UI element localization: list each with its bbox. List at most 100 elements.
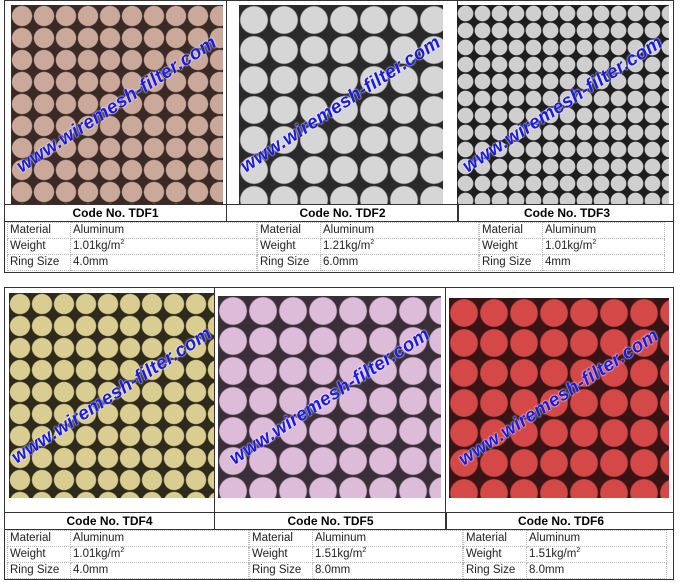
unit-superscript: 2 xyxy=(362,547,367,555)
spec-table: Material Aluminum Weight 1.51kg/m2 Ring Size… xyxy=(463,530,667,579)
spec-value-text: 4.0mm xyxy=(73,256,109,268)
spec-value-text: Aluminum xyxy=(73,532,125,544)
code-row: Code No. TDF4 Code No. TDF5 Code No. TDF6 xyxy=(5,512,673,530)
spec-value: Aluminum xyxy=(312,530,463,547)
spec-value-text: 1.21kg/m xyxy=(323,240,371,252)
product-photo: www.wiremesh-filter.com xyxy=(218,296,441,498)
mesh-pattern xyxy=(457,5,669,205)
spec-value: 1.01kg/m2 xyxy=(70,238,257,255)
spec-value: 8.0mm xyxy=(312,562,463,579)
mesh-pattern xyxy=(218,296,441,498)
spec-value-text: 1.01kg/m xyxy=(73,240,121,252)
column-divider xyxy=(214,288,215,529)
column-divider xyxy=(226,1,227,221)
spec-value-text: Aluminum xyxy=(545,224,597,236)
spec-row: Weight 1.51kg/m2 xyxy=(249,546,463,563)
spec-value-text: 8.0mm xyxy=(529,564,565,576)
product-photo: www.wiremesh-filter.com xyxy=(9,293,214,498)
product-code: Code No. TDF1 xyxy=(5,205,227,221)
spec-table-row: Material Aluminum Weight 1.01kg/m2 Ring Size… xyxy=(7,530,671,579)
spec-value-text: Aluminum xyxy=(529,532,581,544)
spec-label: Weight xyxy=(479,238,543,255)
spec-value: Aluminum xyxy=(542,222,665,239)
spec-value: 1.01kg/m2 xyxy=(542,238,665,255)
product-code: Code No. TDF6 xyxy=(518,514,604,528)
mesh-pattern xyxy=(449,298,669,498)
spec-row: Weight 1.01kg/m2 xyxy=(7,238,257,255)
spec-label: Ring Size xyxy=(257,254,321,271)
spec-label: Weight xyxy=(249,546,313,563)
mesh-pattern xyxy=(239,5,443,205)
spec-table: Material Aluminum Weight 1.21kg/m2 Ring Size… xyxy=(257,222,479,271)
spec-row: Material Aluminum xyxy=(479,222,665,239)
spec-value-text: 8.0mm xyxy=(315,564,351,576)
spec-label: Weight xyxy=(463,546,527,563)
unit-superscript: 2 xyxy=(592,239,597,247)
spec-value: 8.0mm xyxy=(526,562,667,579)
spec-row: Material Aluminum xyxy=(257,222,479,239)
spec-value: Aluminum xyxy=(70,530,249,547)
spec-row: Ring Size 6.0mm xyxy=(257,254,479,271)
spec-table: Material Aluminum Weight 1.01kg/m2 Ring Size… xyxy=(479,222,665,271)
spec-row: Ring Size 4mm xyxy=(479,254,665,271)
spec-value-text: 6.0mm xyxy=(323,256,359,268)
spec-table-row: Material Aluminum Weight 1.01kg/m2 Ring Size… xyxy=(7,222,671,271)
spec-value: Aluminum xyxy=(70,222,257,239)
spec-value-text: 4mm xyxy=(545,256,571,268)
spec-row: Ring Size 8.0mm xyxy=(249,562,463,579)
spec-label: Weight xyxy=(7,238,71,255)
spec-label: Material xyxy=(7,530,71,547)
spec-row: Ring Size 8.0mm xyxy=(463,562,667,579)
spec-label: Material xyxy=(257,222,321,239)
spec-row: Weight 1.01kg/m2 xyxy=(7,546,249,563)
product-block: www.wiremesh-filter.com www.wiremesh-filt… xyxy=(4,0,674,273)
spec-row: Material Aluminum xyxy=(7,530,249,547)
product-code: Code No. TDF3 xyxy=(524,206,610,220)
spec-table: Material Aluminum Weight 1.01kg/m2 Ring Size… xyxy=(7,530,249,579)
code-row: Code No. TDF1 Code No. TDF2 Code No. TDF3 xyxy=(5,204,673,222)
spec-label: Weight xyxy=(7,546,71,563)
unit-superscript: 2 xyxy=(120,547,125,555)
spec-label: Material xyxy=(479,222,543,239)
spec-label: Material xyxy=(463,530,527,547)
product-code: Code No. TDF5 xyxy=(215,513,447,529)
column-divider xyxy=(445,288,446,529)
spec-value-text: 1.01kg/m xyxy=(545,240,593,252)
unit-superscript: 2 xyxy=(370,239,375,247)
spec-value-text: Aluminum xyxy=(73,224,125,236)
unit-superscript: 2 xyxy=(120,239,125,247)
spec-label: Material xyxy=(249,530,313,547)
spec-label: Ring Size xyxy=(463,562,527,579)
spec-label: Ring Size xyxy=(479,254,543,271)
spec-value: 1.21kg/m2 xyxy=(320,238,479,255)
spec-row: Material Aluminum xyxy=(7,222,257,239)
product-photo: www.wiremesh-filter.com xyxy=(11,5,223,205)
spec-value: 1.01kg/m2 xyxy=(70,546,249,563)
mesh-pattern xyxy=(9,293,214,498)
product-code: Code No. TDF2 xyxy=(227,205,459,221)
spec-row: Ring Size 4.0mm xyxy=(7,562,249,579)
spec-row: Weight 1.01kg/m2 xyxy=(479,238,665,255)
spec-value-text: 1.51kg/m xyxy=(315,548,363,560)
product-code: Code No. TDF4 xyxy=(5,513,215,529)
spec-row: Weight 1.21kg/m2 xyxy=(257,238,479,255)
spec-value-text: Aluminum xyxy=(315,532,367,544)
spec-label: Ring Size xyxy=(249,562,313,579)
spec-row: Ring Size 4.0mm xyxy=(7,254,257,271)
spec-value-text: 1.01kg/m xyxy=(73,548,121,560)
spec-value: 4.0mm xyxy=(70,562,249,579)
spec-value-text: Aluminum xyxy=(323,224,375,236)
product-block: www.wiremesh-filter.com www.wiremesh-filt… xyxy=(4,287,674,580)
spec-row: Weight 1.51kg/m2 xyxy=(463,546,667,563)
spec-label: Ring Size xyxy=(7,562,71,579)
spec-table: Material Aluminum Weight 1.01kg/m2 Ring Size… xyxy=(7,222,257,271)
spec-value-text: 1.51kg/m xyxy=(529,548,577,560)
spec-value: 6.0mm xyxy=(320,254,479,271)
spec-row: Material Aluminum xyxy=(249,530,463,547)
product-photo: www.wiremesh-filter.com xyxy=(457,5,669,205)
spec-value: 4.0mm xyxy=(70,254,257,271)
spec-label: Material xyxy=(7,222,71,239)
product-photo: www.wiremesh-filter.com xyxy=(449,298,669,498)
spec-row: Material Aluminum xyxy=(463,530,667,547)
